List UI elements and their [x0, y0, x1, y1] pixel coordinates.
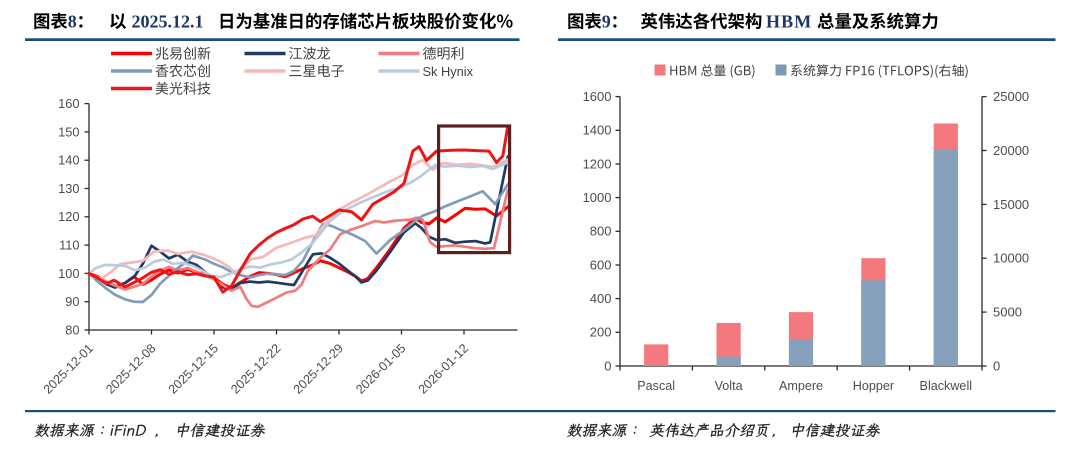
svg-text:5000: 5000: [993, 305, 1022, 320]
svg-text:15000: 15000: [993, 197, 1029, 212]
svg-text:25000: 25000: [993, 89, 1029, 104]
svg-text:Sk Hynix: Sk Hynix: [423, 64, 474, 79]
svg-text:20000: 20000: [993, 143, 1029, 158]
svg-text:1400: 1400: [583, 123, 612, 138]
svg-text:Volta: Volta: [715, 379, 743, 393]
svg-text:120: 120: [58, 209, 79, 224]
svg-text:Ampere: Ampere: [779, 379, 823, 393]
svg-text:HBM: HBM: [766, 12, 812, 32]
svg-text:600: 600: [590, 257, 612, 272]
svg-text:1200: 1200: [583, 156, 612, 171]
svg-text:150: 150: [58, 124, 79, 139]
svg-text:2025.12.1: 2025.12.1: [132, 12, 204, 32]
svg-text:110: 110: [59, 238, 79, 253]
svg-text:130: 130: [58, 181, 79, 196]
svg-text:80: 80: [65, 322, 79, 337]
svg-text:Hopper: Hopper: [853, 379, 894, 393]
svg-text:0: 0: [604, 358, 611, 373]
svg-text:1600: 1600: [583, 89, 612, 104]
svg-text:Blackwell: Blackwell: [920, 379, 973, 393]
svg-text:1000: 1000: [583, 190, 612, 205]
svg-text:9: 9: [602, 12, 611, 32]
svg-text:8: 8: [68, 12, 77, 32]
svg-text:10000: 10000: [993, 251, 1029, 266]
svg-text:0: 0: [993, 358, 1000, 373]
svg-text:140: 140: [58, 153, 79, 168]
svg-text:800: 800: [590, 224, 612, 239]
svg-text:200: 200: [590, 325, 612, 340]
svg-text:400: 400: [590, 291, 612, 306]
svg-text:160: 160: [58, 96, 79, 111]
svg-text:Pascal: Pascal: [637, 379, 675, 393]
svg-text:90: 90: [65, 294, 79, 309]
svg-text:100: 100: [58, 266, 79, 281]
